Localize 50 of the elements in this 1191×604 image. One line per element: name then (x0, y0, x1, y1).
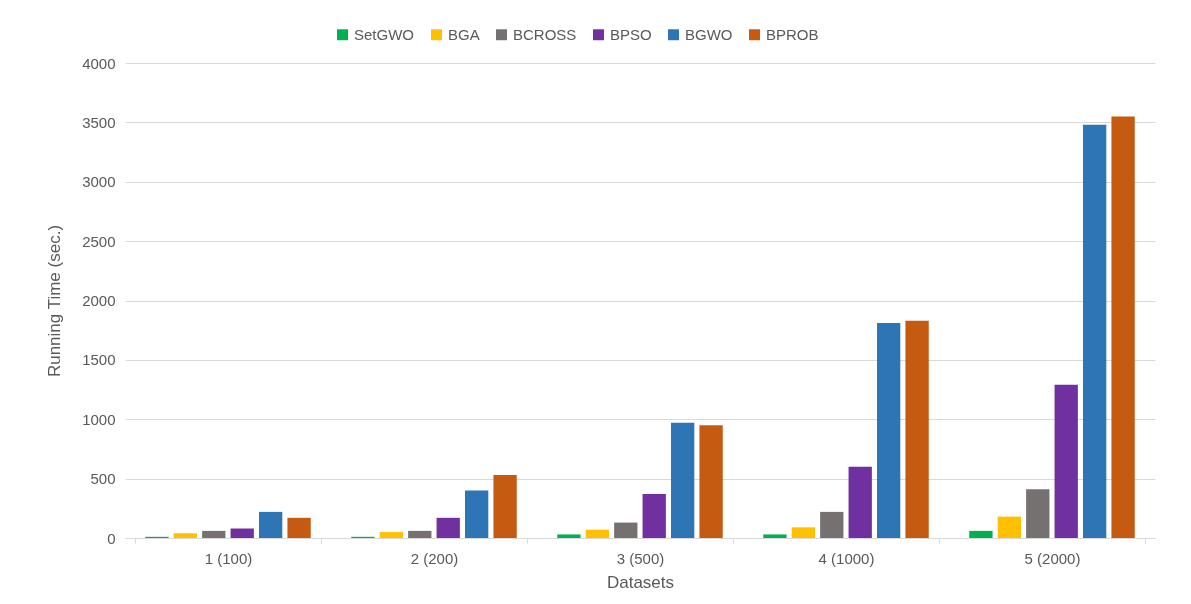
x-tick-label: 2 (200) (410, 549, 459, 567)
bar (642, 494, 666, 538)
bar (791, 527, 816, 538)
legend-label: BCROSS (513, 25, 577, 43)
bar (848, 466, 872, 538)
bar (699, 425, 723, 538)
bar (436, 517, 460, 538)
legend-label: BPROB (766, 25, 819, 43)
bar (905, 320, 929, 538)
bar (585, 529, 610, 538)
bar (820, 511, 844, 538)
x-axis-title: Datasets (606, 572, 675, 592)
bar (614, 522, 638, 538)
bar (202, 530, 226, 538)
bar (379, 532, 404, 538)
x-tick-label: 3 (500) (616, 549, 665, 567)
bar (1026, 489, 1050, 538)
bar (1054, 384, 1078, 538)
y-tick-label: 3500 (82, 113, 116, 131)
bar (258, 511, 283, 538)
x-tick-label: 4 (1000) (818, 549, 875, 567)
bar (670, 422, 695, 538)
legend-label: SetGWO (354, 25, 415, 43)
y-tick-label: 1000 (82, 410, 116, 428)
bar (408, 530, 432, 538)
bar (230, 528, 254, 538)
bar (1082, 124, 1107, 538)
legend-label: BGWO (685, 25, 733, 43)
x-tick-label: 1 (100) (204, 549, 253, 567)
y-tick-label: 0 (107, 529, 116, 547)
legend-label: BPSO (610, 25, 652, 43)
y-tick-label: 2000 (82, 292, 116, 309)
y-tick-label: 4000 (82, 54, 116, 72)
legend-label: BGA (448, 25, 480, 43)
bar (1111, 116, 1135, 538)
bar (557, 534, 581, 538)
bar (464, 490, 489, 538)
y-tick-label: 1500 (82, 351, 116, 369)
x-tick-label: 5 (2000) (1024, 549, 1081, 567)
y-tick-label: 2500 (82, 232, 116, 250)
bar (287, 517, 311, 538)
bar (493, 475, 517, 538)
bar (763, 534, 787, 538)
bar (997, 516, 1022, 538)
bar (876, 323, 901, 538)
bar (173, 533, 198, 538)
y-axis-title: Running Time (sec.) (45, 224, 65, 378)
y-tick-label: 500 (90, 470, 116, 488)
bar (969, 530, 993, 538)
y-tick-label: 3000 (82, 173, 116, 191)
